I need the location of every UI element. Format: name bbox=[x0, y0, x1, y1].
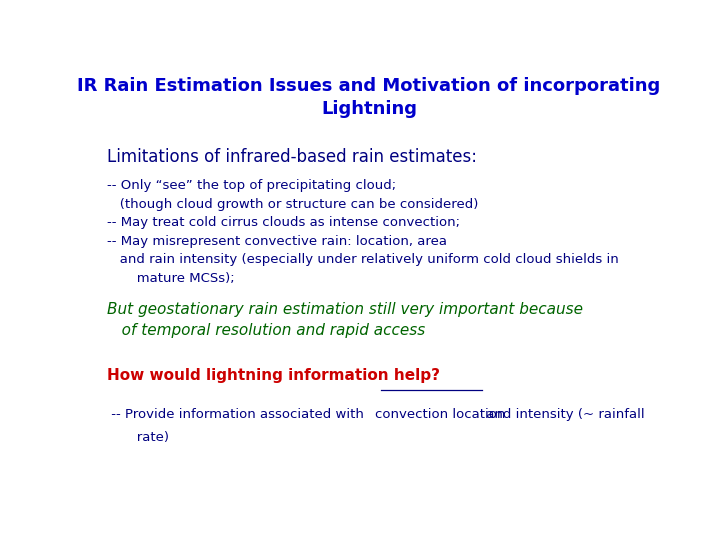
Text: But geostationary rain estimation still very important because
   of temporal re: But geostationary rain estimation still … bbox=[107, 302, 582, 338]
Text: -- Only “see” the top of precipitating cloud;
   (though cloud growth or structu: -- Only “see” the top of precipitating c… bbox=[107, 179, 618, 285]
Text: IR Rain Estimation Issues and Motivation of incorporating
Lightning: IR Rain Estimation Issues and Motivation… bbox=[77, 77, 661, 118]
Text: convection location: convection location bbox=[375, 408, 505, 421]
Text: rate): rate) bbox=[107, 431, 168, 444]
Text: How would lightning information help?: How would lightning information help? bbox=[107, 368, 440, 383]
Text: and intensity (~ rainfall: and intensity (~ rainfall bbox=[482, 408, 644, 421]
Text: -- Provide information associated with: -- Provide information associated with bbox=[107, 408, 368, 421]
Text: Limitations of infrared-based rain estimates:: Limitations of infrared-based rain estim… bbox=[107, 148, 477, 166]
